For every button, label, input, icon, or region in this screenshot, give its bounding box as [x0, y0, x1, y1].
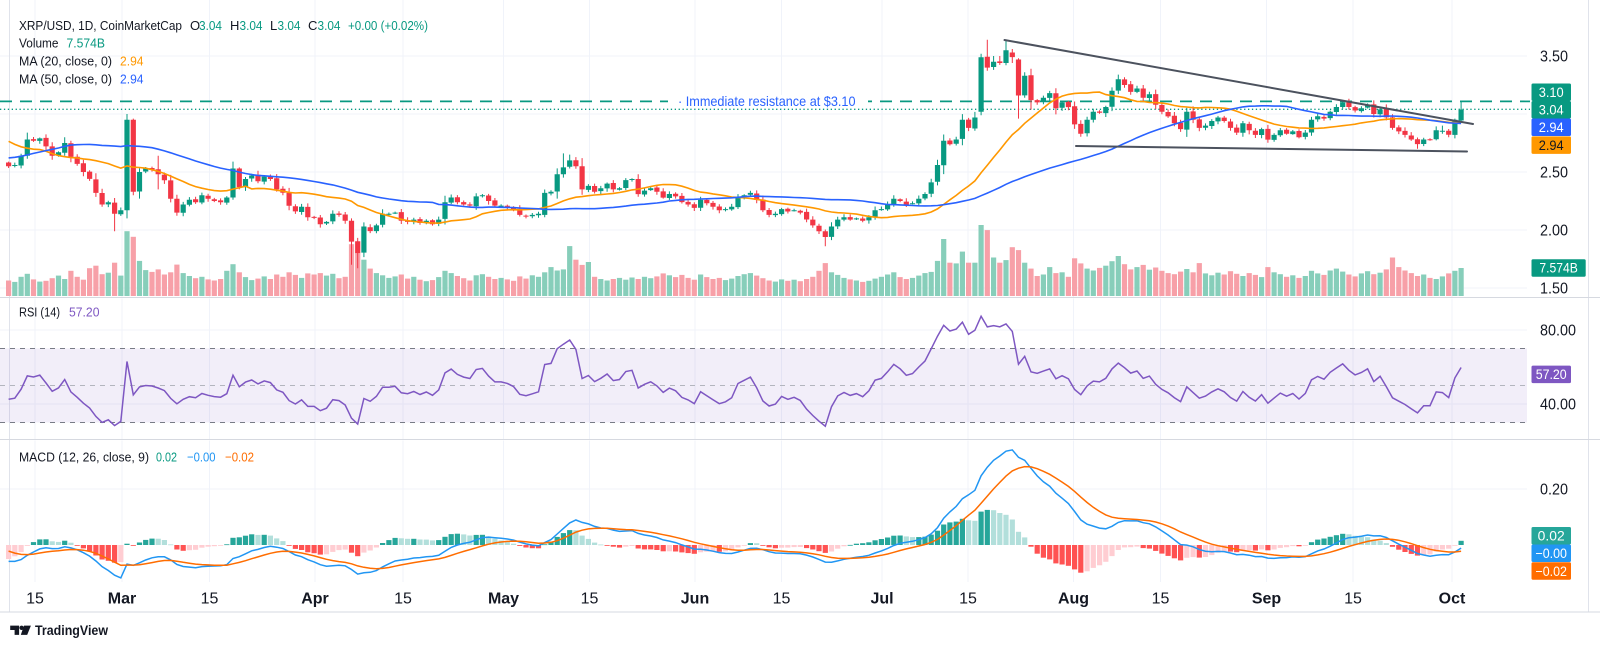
svg-text:7.574B: 7.574B: [67, 36, 106, 51]
svg-text:3.04: 3.04: [318, 18, 341, 33]
svg-text:3.04: 3.04: [278, 18, 301, 33]
svg-text:3.04: 3.04: [1539, 103, 1564, 118]
svg-text:15: 15: [1152, 591, 1170, 608]
svg-text:57.20: 57.20: [69, 305, 100, 320]
svg-text:Mar: Mar: [108, 591, 136, 608]
svg-text:Apr: Apr: [301, 591, 329, 608]
svg-text:15: 15: [581, 591, 599, 608]
svg-text:2.00: 2.00: [1540, 223, 1568, 240]
svg-text:2.94: 2.94: [120, 72, 144, 87]
svg-text:2.94: 2.94: [1539, 138, 1564, 153]
svg-text:0.20: 0.20: [1540, 482, 1568, 499]
svg-text:Volume: Volume: [19, 36, 59, 51]
svg-text:0.02: 0.02: [156, 449, 177, 464]
svg-text:15: 15: [959, 591, 977, 608]
svg-text:L: L: [270, 18, 277, 33]
svg-text:3.04: 3.04: [240, 18, 263, 33]
svg-text:−0.00: −0.00: [187, 449, 216, 464]
svg-text:Oct: Oct: [1439, 591, 1466, 608]
svg-text:3.50: 3.50: [1540, 49, 1568, 66]
svg-text:TradingView: TradingView: [35, 623, 108, 638]
svg-text:−0.02: −0.02: [225, 449, 254, 464]
svg-text:0.02: 0.02: [1538, 529, 1565, 544]
svg-text:7.574B: 7.574B: [1539, 261, 1578, 276]
svg-text:Sep: Sep: [1252, 591, 1282, 608]
svg-text:H: H: [230, 18, 239, 33]
svg-text:May: May: [488, 591, 519, 608]
svg-text:MA (50, close, 0): MA (50, close, 0): [19, 72, 112, 87]
svg-text:2.50: 2.50: [1540, 165, 1568, 182]
svg-text:C: C: [308, 18, 317, 33]
svg-text:15: 15: [1344, 591, 1362, 608]
svg-text:O: O: [190, 18, 200, 33]
svg-text:+0.00 (+0.02%): +0.00 (+0.02%): [348, 18, 428, 33]
svg-text:2.94: 2.94: [1539, 120, 1564, 135]
svg-text:57.20: 57.20: [1536, 367, 1567, 382]
svg-text:Aug: Aug: [1058, 591, 1089, 608]
svg-text:XRP/USD, 1D, CoinMarketCap: XRP/USD, 1D, CoinMarketCap: [19, 18, 182, 33]
svg-text:15: 15: [201, 591, 219, 608]
svg-text:−0.00: −0.00: [1535, 546, 1567, 561]
svg-text:15: 15: [26, 591, 44, 608]
svg-text:40.00: 40.00: [1540, 397, 1576, 414]
svg-text:Jun: Jun: [681, 591, 709, 608]
svg-text:−0.02: −0.02: [1535, 564, 1567, 579]
svg-text:3.10: 3.10: [1539, 85, 1564, 100]
svg-text:3.04: 3.04: [199, 18, 222, 33]
svg-text:1.50: 1.50: [1540, 281, 1568, 298]
svg-text:15: 15: [773, 591, 791, 608]
svg-text:· Immediate resistance at $3.1: · Immediate resistance at $3.10: [678, 93, 856, 109]
svg-text:MA (20, close, 0): MA (20, close, 0): [19, 54, 112, 69]
svg-text:2.94: 2.94: [120, 54, 144, 69]
svg-text:15: 15: [394, 591, 412, 608]
svg-text:Jul: Jul: [870, 591, 893, 608]
svg-text:80.00: 80.00: [1540, 323, 1576, 340]
svg-text:MACD (12, 26, close, 9): MACD (12, 26, close, 9): [19, 449, 149, 464]
svg-text:RSI (14): RSI (14): [19, 305, 60, 320]
